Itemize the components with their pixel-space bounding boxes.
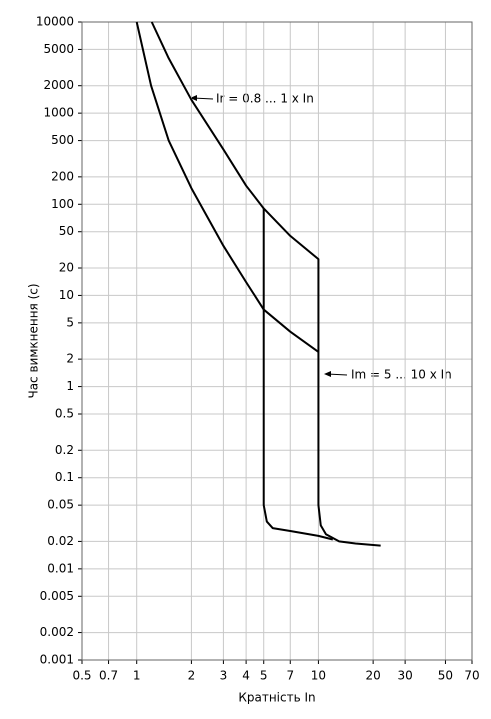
x-tick-label: 7 xyxy=(286,669,294,683)
x-tick-label: 10 xyxy=(311,669,326,683)
y-tick-label: 5000 xyxy=(43,42,74,56)
y-tick-label: 0.5 xyxy=(55,407,74,421)
annotation: Ir = 0.8 ... 1 x In xyxy=(216,92,314,106)
x-tick-label: 50 xyxy=(438,669,453,683)
y-tick-label: 10 xyxy=(59,288,74,302)
plot-frame xyxy=(81,21,473,661)
annotation-arrowhead xyxy=(190,95,197,101)
y-tick-label: 0.001 xyxy=(40,653,74,667)
x-tick-label: 70 xyxy=(464,669,479,683)
y-tick-label: 1000 xyxy=(43,106,74,120)
y-axis-label: Час вимкнення (с) xyxy=(27,283,41,398)
y-tick-label: 0.2 xyxy=(55,443,74,457)
y-tick-label: 5 xyxy=(66,315,74,329)
x-tick-label: 0.7 xyxy=(99,669,118,683)
x-tick-label: 2 xyxy=(188,669,196,683)
y-tick-label: 0.002 xyxy=(40,625,74,639)
x-axis-label: Кратність In xyxy=(238,691,315,705)
y-tick-label: 500 xyxy=(51,133,74,147)
y-tick-label: 1 xyxy=(66,379,74,393)
y-tick-label: 2000 xyxy=(43,78,74,92)
y-tick-label: 0.1 xyxy=(55,470,74,484)
y-tick-label: 2 xyxy=(66,352,74,366)
x-tick-label: 20 xyxy=(365,669,380,683)
y-tick-label: 200 xyxy=(51,169,74,183)
annotation: Im = 5 ... 10 x In xyxy=(351,368,452,382)
y-tick-label: 20 xyxy=(59,260,74,274)
annotation-arrowhead xyxy=(324,371,331,377)
trip-curve xyxy=(135,21,320,353)
y-tick-label: 0.01 xyxy=(47,561,74,575)
x-tick-label: 1 xyxy=(133,669,141,683)
y-tick-label: 0.02 xyxy=(47,534,74,548)
x-tick-label: 0.5 xyxy=(72,669,91,683)
y-tick-label: 0.05 xyxy=(47,498,74,512)
y-tick-label: 50 xyxy=(59,224,74,238)
x-tick-label: 5 xyxy=(260,669,268,683)
x-tick-label: 3 xyxy=(220,669,228,683)
y-tick-label: 0.005 xyxy=(40,589,74,603)
trip-curve xyxy=(150,21,381,547)
y-tick-label: 100 xyxy=(51,197,74,211)
x-tick-label: 30 xyxy=(397,669,412,683)
trip-curve xyxy=(262,208,334,541)
x-tick-label: 4 xyxy=(242,669,250,683)
y-tick-label: 10000 xyxy=(36,15,74,29)
